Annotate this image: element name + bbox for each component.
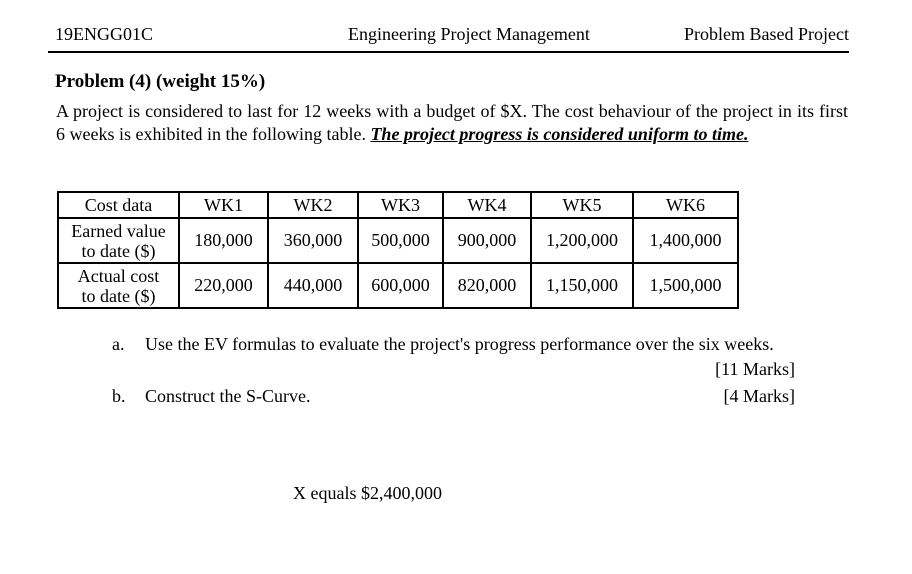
column-header-cost-data: Cost data bbox=[57, 191, 180, 219]
x-value-note: X equals $2,400,000 bbox=[293, 483, 442, 503]
question-b-text: Construct the S-Curve. bbox=[145, 386, 311, 406]
row-label-actual-cost: Actual cost to date ($) bbox=[57, 262, 180, 309]
questions-list: a. Use the EV formulas to evaluate the p… bbox=[112, 332, 848, 409]
table-row-earned-value: Earned value to date ($) 180,000 360,000… bbox=[57, 217, 739, 264]
question-b-marker: b. bbox=[112, 386, 126, 406]
column-header-wk6: WK6 bbox=[632, 191, 739, 219]
column-header-wk5: WK5 bbox=[530, 191, 634, 219]
table-value-cell: 900,000 bbox=[442, 217, 532, 264]
table-value-cell: 1,400,000 bbox=[632, 217, 739, 264]
cost-data-table: Cost data WK1 WK2 WK3 WK4 WK5 WK6 Earned… bbox=[57, 191, 739, 309]
header-course-code: 19ENGG01C bbox=[55, 24, 153, 44]
table-header-row: Cost data WK1 WK2 WK3 WK4 WK5 WK6 bbox=[57, 191, 739, 219]
problem-title: Problem (4) (weight 15%) bbox=[55, 71, 266, 92]
document-header: 19ENGG01C Engineering Project Management… bbox=[48, 24, 849, 53]
table-value-cell: 600,000 bbox=[357, 262, 444, 309]
table-value-cell: 1,200,000 bbox=[530, 217, 634, 264]
table-value-cell: 440,000 bbox=[267, 262, 359, 309]
problem-intro-text: A project is considered to last for 12 w… bbox=[56, 101, 848, 144]
table-value-cell: 820,000 bbox=[442, 262, 532, 309]
table-value-cell: 180,000 bbox=[178, 217, 269, 264]
table-value-cell: 1,150,000 bbox=[530, 262, 634, 309]
question-a-text: Use the EV formulas to evaluate the proj… bbox=[145, 334, 774, 354]
question-a: a. Use the EV formulas to evaluate the p… bbox=[112, 332, 848, 357]
problem-intro: A project is considered to last for 12 w… bbox=[56, 100, 848, 146]
table-value-cell: 1,500,000 bbox=[632, 262, 739, 309]
row-label-earned-value: Earned value to date ($) bbox=[57, 217, 180, 264]
table-value-cell: 360,000 bbox=[267, 217, 359, 264]
header-doc-type: Problem Based Project bbox=[684, 24, 849, 44]
table-value-cell: 220,000 bbox=[178, 262, 269, 309]
cost-table-container: Cost data WK1 WK2 WK3 WK4 WK5 WK6 Earned… bbox=[57, 191, 739, 309]
problem-intro-emphasis: The project progress is considered unifo… bbox=[370, 124, 749, 144]
header-course-title: Engineering Project Management bbox=[348, 24, 590, 44]
table-row-actual-cost: Actual cost to date ($) 220,000 440,000 … bbox=[57, 262, 739, 309]
question-a-marker: a. bbox=[112, 334, 125, 354]
column-header-wk4: WK4 bbox=[442, 191, 532, 219]
question-a-marks: [11 Marks] bbox=[715, 359, 795, 379]
table-value-cell: 500,000 bbox=[357, 217, 444, 264]
question-b-marks: [4 Marks] bbox=[723, 386, 795, 406]
question-b: b. Construct the S-Curve. [4 Marks] bbox=[112, 384, 848, 409]
column-header-wk2: WK2 bbox=[267, 191, 359, 219]
column-header-wk3: WK3 bbox=[357, 191, 444, 219]
column-header-wk1: WK1 bbox=[178, 191, 269, 219]
